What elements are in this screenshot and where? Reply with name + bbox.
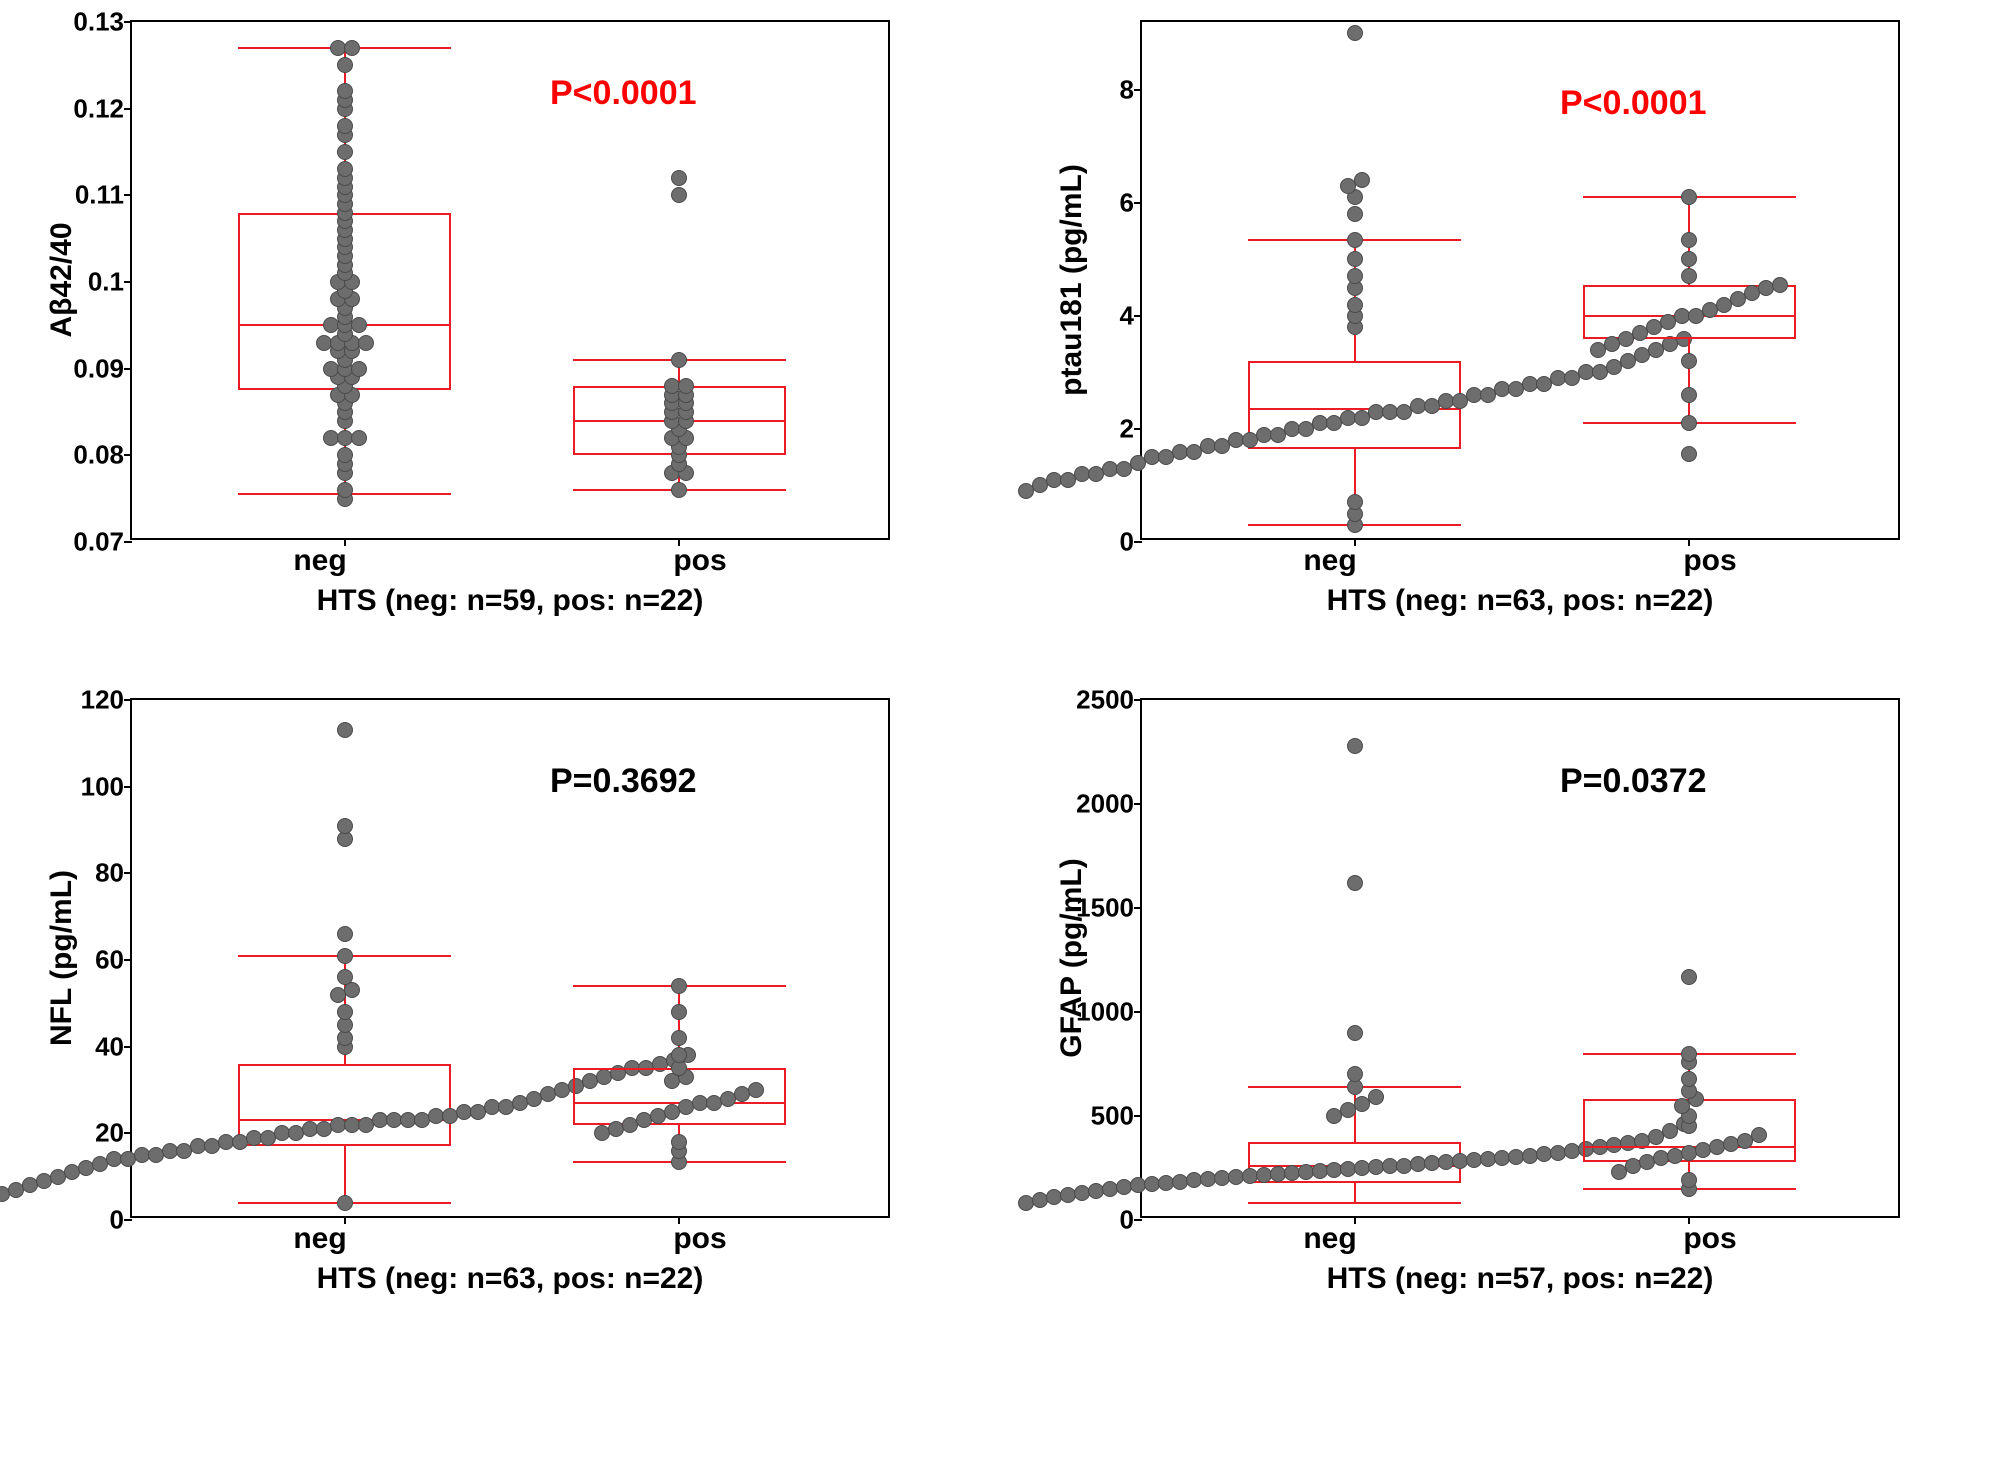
data-point xyxy=(1347,206,1363,222)
y-axis-label: NFL (pg/mL) xyxy=(45,870,79,1046)
whisker xyxy=(1688,339,1690,424)
data-point xyxy=(351,361,367,377)
data-point xyxy=(1681,1071,1697,1087)
y-axis-label: GFAP (pg/mL) xyxy=(1055,858,1089,1057)
chart-panel: 0.070.080.090.10.110.120.13P<0.0001Aβ42/… xyxy=(20,20,910,618)
plot-area: 02468P<0.0001ptau181 (pg/mL) xyxy=(1140,20,1900,540)
data-point xyxy=(1347,1066,1363,1082)
data-point xyxy=(1772,277,1788,293)
data-point xyxy=(337,83,353,99)
data-point xyxy=(1347,268,1363,284)
data-point xyxy=(1347,1025,1363,1041)
data-point xyxy=(337,1004,353,1020)
x-tick-label: pos xyxy=(1683,1222,1736,1256)
y-axis-label: ptau181 (pg/mL) xyxy=(1055,164,1089,396)
chart-panel: 02468P<0.0001ptau181 (pg/mL) neg pos HTS (n… xyxy=(1030,20,1920,618)
data-point xyxy=(1347,494,1363,510)
chart-panel: 05001000150020002500P=0.0372GFAP (pg/mL)… xyxy=(1030,698,1920,1296)
data-point xyxy=(1681,415,1697,431)
x-axis-label: HTS (neg: n=57, pos: n=22) xyxy=(1140,1262,1900,1296)
plot-area: 0.070.080.090.10.110.120.13P<0.0001Aβ42/… xyxy=(130,20,890,540)
data-point xyxy=(671,352,687,368)
data-point xyxy=(1347,232,1363,248)
plot-area: 05001000150020002500P=0.0372GFAP (pg/mL) xyxy=(1140,698,1900,1218)
data-point xyxy=(358,335,374,351)
x-tick-label: pos xyxy=(673,1222,726,1256)
p-value-label: P<0.0001 xyxy=(1560,84,1707,123)
p-value-label: P=0.0372 xyxy=(1560,762,1707,801)
y-tick-label: 2000 xyxy=(1076,789,1142,820)
data-point xyxy=(1347,297,1363,313)
data-point xyxy=(337,818,353,834)
data-point xyxy=(671,1134,687,1150)
data-point xyxy=(671,1004,687,1020)
data-point xyxy=(1368,1089,1384,1105)
y-tick-label: 2500 xyxy=(1076,685,1142,716)
x-tick-label: neg xyxy=(1303,1222,1356,1256)
plot-area: 020406080100120P=0.3692NFL (pg/mL) xyxy=(130,698,890,1218)
data-point xyxy=(337,161,353,177)
x-tick-label: pos xyxy=(673,544,726,578)
data-point xyxy=(1681,387,1697,403)
data-point xyxy=(1681,189,1697,205)
x-tick-label: neg xyxy=(1303,544,1356,578)
data-point xyxy=(337,144,353,160)
x-tick-label: neg xyxy=(293,544,346,578)
data-point xyxy=(1354,172,1370,188)
data-point xyxy=(1681,251,1697,267)
data-point xyxy=(1347,738,1363,754)
data-point xyxy=(337,482,353,498)
data-point xyxy=(671,187,687,203)
data-point xyxy=(1347,251,1363,267)
data-point xyxy=(1681,1046,1697,1062)
x-axis-label: HTS (neg: n=63, pos: n=22) xyxy=(130,1262,890,1296)
data-point xyxy=(351,430,367,446)
data-point xyxy=(1347,875,1363,891)
whisker xyxy=(1354,1183,1356,1204)
data-point xyxy=(337,722,353,738)
data-point xyxy=(337,118,353,134)
data-point xyxy=(671,1047,687,1063)
data-point xyxy=(671,978,687,994)
x-axis-label: HTS (neg: n=63, pos: n=22) xyxy=(1140,584,1900,618)
data-point xyxy=(678,378,694,394)
chart-panel: 020406080100120P=0.3692NFL (pg/mL) neg pos… xyxy=(20,698,910,1296)
data-point xyxy=(337,926,353,942)
data-point xyxy=(337,57,353,73)
data-point xyxy=(337,948,353,964)
data-point xyxy=(337,969,353,985)
data-point xyxy=(748,1082,764,1098)
data-point xyxy=(1681,446,1697,462)
data-point xyxy=(344,40,360,56)
p-value-label: P<0.0001 xyxy=(550,74,697,113)
x-tick-label: neg xyxy=(293,1222,346,1256)
data-point xyxy=(1681,353,1697,369)
data-point xyxy=(1681,1172,1697,1188)
data-point xyxy=(1681,232,1697,248)
x-tick-label: pos xyxy=(1683,544,1736,578)
data-point xyxy=(1751,1127,1767,1143)
p-value-label: P=0.3692 xyxy=(550,762,697,801)
data-point xyxy=(671,170,687,186)
data-point xyxy=(1347,25,1363,41)
data-point xyxy=(351,317,367,333)
data-point xyxy=(337,1195,353,1211)
x-axis-label: HTS (neg: n=59, pos: n=22) xyxy=(130,584,890,618)
data-point xyxy=(337,447,353,463)
whisker-cap xyxy=(1248,1202,1461,1204)
data-point xyxy=(1681,268,1697,284)
data-point xyxy=(671,482,687,498)
data-point xyxy=(1681,969,1697,985)
y-axis-label: Aβ42/40 xyxy=(45,222,79,337)
data-point xyxy=(671,1030,687,1046)
